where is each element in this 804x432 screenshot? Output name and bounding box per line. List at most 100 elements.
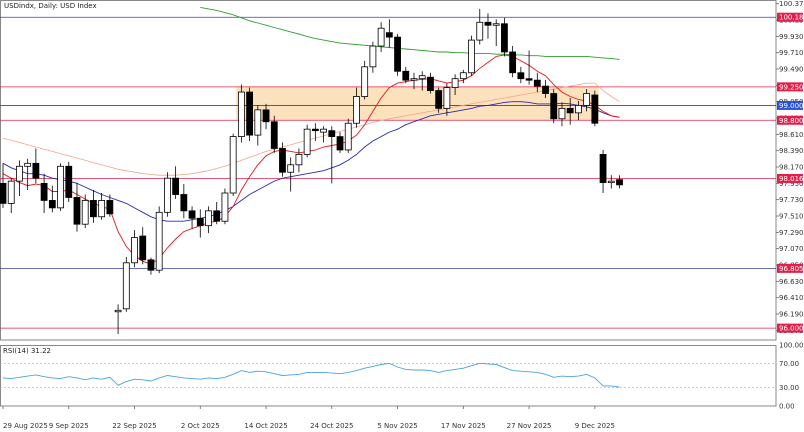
ma-slow-line xyxy=(2,82,620,176)
price-tick-label: 96.190 xyxy=(779,311,804,319)
candle-body xyxy=(155,211,163,271)
candle-body xyxy=(385,32,393,38)
date-tick-label: 17 Nov 2025 xyxy=(441,422,486,430)
price-tick-label: 97.730 xyxy=(779,196,804,204)
candle-body xyxy=(468,39,475,74)
price-tick-label: 96.410 xyxy=(779,294,804,302)
price-tick-label: 99.490 xyxy=(779,66,804,74)
rsi-tick-label: 0.00 xyxy=(779,403,795,411)
candle-body xyxy=(188,210,196,219)
candle-body xyxy=(344,122,352,151)
candle-body xyxy=(163,177,171,213)
candle-body xyxy=(205,210,212,227)
level-tag-label: 96.000 xyxy=(779,325,804,333)
candle-body xyxy=(484,21,492,26)
candle-body xyxy=(459,72,467,80)
ma-fast-line xyxy=(2,54,620,265)
candle-body xyxy=(336,136,344,151)
candle-body xyxy=(501,23,508,53)
candle-body xyxy=(402,70,410,81)
candle-body xyxy=(311,128,319,132)
price-tick-label: 98.610 xyxy=(779,131,804,139)
candle-body xyxy=(599,154,607,184)
level-tag-label: 96.805 xyxy=(779,265,804,273)
candle-body xyxy=(295,154,303,166)
candle-body xyxy=(221,192,229,222)
date-tick-label: 27 Nov 2025 xyxy=(507,422,552,430)
candle-body xyxy=(583,93,591,106)
candle-body xyxy=(435,90,443,109)
candle-body xyxy=(24,162,32,167)
date-tick-label: 9 Dec 2025 xyxy=(575,422,615,430)
rsi-pane-frame xyxy=(0,345,777,407)
candle-body xyxy=(196,217,204,227)
rsi-line xyxy=(2,362,620,388)
level-tag xyxy=(777,323,803,333)
price-pane: 100.370100.15099.93099.71099.49099.27099… xyxy=(0,0,804,341)
level-tag-label: 98.800 xyxy=(779,117,804,125)
date-tick-label: 24 Oct 2025 xyxy=(310,422,353,430)
rsi-title: RSI(14) 31.22 xyxy=(3,347,51,355)
price-tick-label: 98.170 xyxy=(779,164,804,172)
candle-body xyxy=(517,72,525,80)
candle-body xyxy=(57,165,64,209)
candle-body xyxy=(131,237,138,264)
candle-body xyxy=(81,200,89,225)
candle-body xyxy=(418,75,426,80)
candle-body xyxy=(303,128,311,155)
level-tag xyxy=(777,173,803,183)
candle-body xyxy=(180,194,188,212)
ma-long-line xyxy=(200,6,620,60)
candle-body xyxy=(40,182,48,201)
price-tick-label: 99.930 xyxy=(779,33,804,41)
candle-body xyxy=(427,76,434,91)
candle-body xyxy=(16,165,23,182)
candle-body xyxy=(320,128,327,133)
level-tag xyxy=(777,82,803,92)
price-tick-label: 99.710 xyxy=(779,49,804,57)
candle-body xyxy=(542,85,549,94)
candle-body xyxy=(7,180,15,204)
price-tick-label: 97.510 xyxy=(779,213,804,221)
candle-body xyxy=(262,109,270,123)
candle-body xyxy=(410,78,418,81)
candle-body xyxy=(270,121,278,149)
candle-body xyxy=(65,165,73,198)
candle-body xyxy=(237,91,245,137)
rsi-tick-label: 30.00 xyxy=(779,384,799,392)
level-tag-label: 99.000 xyxy=(779,102,804,110)
candle-body xyxy=(509,51,517,74)
price-tick-label: 97.950 xyxy=(779,180,804,188)
candle-body xyxy=(533,79,541,87)
level-tag xyxy=(777,263,803,273)
rsi-pane: 100.00 70.00 30.00 0.00 RSI(14) 31.22 xyxy=(0,342,804,411)
level-tag-label: 100.188 xyxy=(779,14,804,22)
candle-body xyxy=(106,200,114,215)
candle-body xyxy=(575,105,582,114)
date-tick-label: 2 Oct 2025 xyxy=(181,422,220,430)
candle-body xyxy=(48,200,56,209)
candle-body xyxy=(0,182,7,204)
price-pane-frame xyxy=(0,0,777,341)
candle-body xyxy=(246,91,254,136)
candle-body xyxy=(476,21,484,41)
candle-body xyxy=(591,94,599,124)
candle-body xyxy=(394,36,401,72)
candle-body xyxy=(172,177,180,195)
candle-body xyxy=(98,200,106,218)
level-tag xyxy=(777,100,803,110)
candle-body xyxy=(492,23,500,26)
chart-title: USDindx, Daily: USD Index xyxy=(4,2,97,10)
rsi-tick-label: 100.00 xyxy=(779,342,804,350)
candle-body xyxy=(369,45,377,68)
candle-body xyxy=(607,180,615,184)
candle-body xyxy=(229,136,237,194)
date-tick-label: 29 Aug 2025 xyxy=(3,422,48,430)
price-tick-label: 97.070 xyxy=(779,245,804,253)
candle-body xyxy=(377,27,385,47)
level-tag-label: 99.250 xyxy=(779,83,804,91)
time-axis: 29 Aug 2025 9 Sep 2025 22 Sep 2025 2 Oct 20… xyxy=(2,406,615,430)
candle-body xyxy=(361,66,369,97)
candle-body xyxy=(254,109,262,136)
